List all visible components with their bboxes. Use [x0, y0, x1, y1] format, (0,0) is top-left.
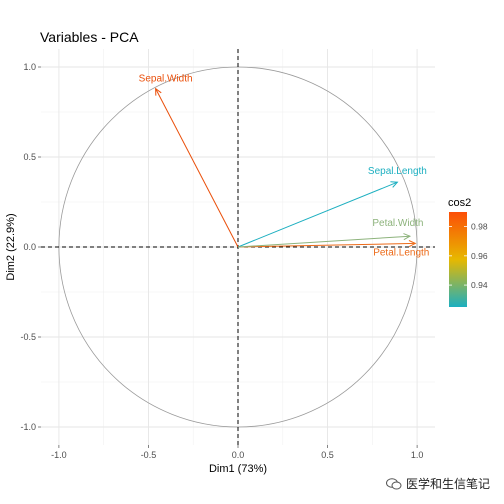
- legend-tick-label: 0.96: [471, 251, 488, 261]
- x-tick-label: 0.0: [232, 450, 245, 460]
- y-axis-label: Dim2 (22.9%): [5, 213, 17, 280]
- arrowhead-sepal-width: [155, 87, 162, 96]
- x-tick-label: 0.5: [321, 450, 334, 460]
- x-axis-label: Dim1 (73%): [209, 463, 267, 475]
- y-tick-label: -1.0: [20, 422, 36, 432]
- arrow-sepal-width: [155, 88, 239, 248]
- wechat-icon: [386, 477, 402, 489]
- y-tick-label: 1.0: [23, 62, 36, 72]
- arrowhead-sepal-length: [390, 181, 399, 188]
- y-tick-label: -0.5: [20, 332, 36, 342]
- y-tick-label: 0.5: [23, 152, 36, 162]
- watermark: 医学和生信笔记: [386, 475, 490, 492]
- legend-tick-label: 0.94: [471, 280, 488, 290]
- label-petal-width: Petal.Width: [372, 218, 423, 229]
- label-sepal-length: Sepal.Length: [368, 166, 427, 177]
- arrow-petal-length: [237, 242, 416, 248]
- arrowhead-petal-width: [403, 233, 412, 241]
- arrowhead-petal-length: [408, 240, 417, 248]
- legend-title: cos2: [448, 197, 471, 209]
- label-petal-length: Petal.Length: [373, 247, 429, 258]
- legend: cos2 0.98 0.96 0.94: [448, 197, 488, 307]
- label-sepal-width: Sepal.Width: [139, 74, 193, 85]
- plot-area: -1.0 -0.5 0.0 0.5 1.0 -1.0 -0.5 0.0 0.5 1.0 Sepal.…: [20, 49, 435, 460]
- legend-tick-label: 0.98: [471, 222, 488, 232]
- x-tick-label: -0.5: [141, 450, 157, 460]
- y-tick-label: 0.0: [23, 242, 36, 252]
- arrow-sepal-length: [237, 181, 398, 248]
- legend-colorbar: [449, 212, 467, 307]
- watermark-text: 医学和生信笔记: [406, 477, 491, 491]
- arrow-petal-width: [237, 235, 410, 248]
- chart-title: Variables - PCA: [40, 29, 139, 45]
- x-tick-label: -1.0: [51, 450, 67, 460]
- x-tick-label: 1.0: [411, 450, 424, 460]
